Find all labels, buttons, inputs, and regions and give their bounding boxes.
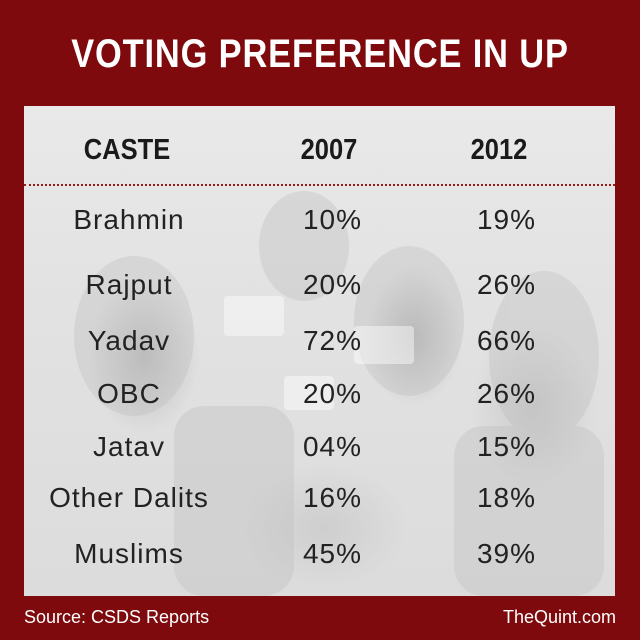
table-row: Brahmin 10% 19% (24, 204, 615, 252)
value-2007: 20% (302, 269, 362, 300)
table-row: Jatav 04% 15% (24, 431, 615, 479)
row-label: Jatav (93, 431, 165, 462)
data-table-panel: CASTE 2007 2012 Brahmin 10% 19% Rajput 2… (24, 106, 615, 596)
value-2012: 19% (476, 204, 536, 235)
value-2007: 72% (302, 325, 362, 356)
value-2012: 39% (476, 538, 536, 569)
table-row: OBC 20% 26% (24, 378, 615, 426)
table-row: Other Dalits 16% 18% (24, 482, 615, 530)
value-2012: 66% (476, 325, 536, 356)
value-2007: 20% (302, 378, 362, 409)
brand-credit: TheQuint.com (502, 607, 616, 627)
value-2012: 15% (476, 431, 536, 462)
table-row: Muslims 45% 39% (24, 538, 615, 586)
header-divider (24, 184, 615, 186)
column-header-caste: CASTE (83, 134, 171, 166)
column-header-2012: 2012 (470, 134, 528, 166)
value-2007: 45% (302, 538, 362, 569)
table-header: CASTE 2007 2012 (24, 106, 615, 186)
row-label: Brahmin (73, 204, 185, 235)
row-label: Other Dalits (49, 482, 209, 513)
value-2012: 18% (476, 482, 536, 513)
value-2007: 16% (302, 482, 362, 513)
row-label: Rajput (85, 269, 173, 300)
page-title: VOTING PREFERENCE IN UP (71, 32, 569, 76)
source-note: Source: CSDS Reports (24, 607, 210, 627)
value-2012: 26% (476, 269, 536, 300)
value-2007: 10% (302, 204, 362, 235)
table-row: Rajput 20% 26% (24, 269, 615, 317)
column-header-2007: 2007 (300, 134, 358, 166)
table-row: Yadav 72% 66% (24, 325, 615, 373)
row-label: Yadav (87, 325, 171, 356)
row-label: OBC (97, 378, 161, 409)
value-2007: 04% (302, 431, 362, 462)
crowd-photo-background (74, 191, 604, 596)
row-label: Muslims (74, 538, 184, 569)
value-2012: 26% (476, 378, 536, 409)
